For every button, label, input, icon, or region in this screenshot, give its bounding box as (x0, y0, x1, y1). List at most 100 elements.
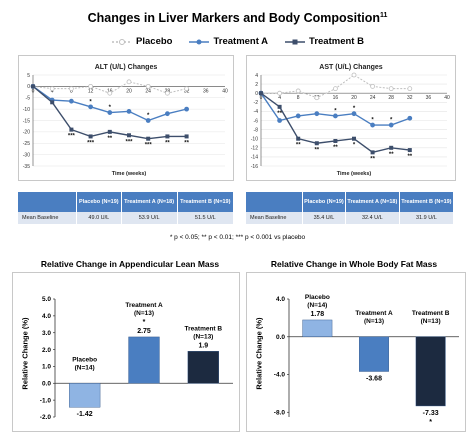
fat-mass-category-n-label-treatment-b-n-13: (N=13) (421, 318, 441, 325)
alt-point-treatment-a (126, 109, 132, 114)
alt-point-treatment-a (184, 106, 190, 112)
ast-x-tick-label: 28 (388, 95, 394, 101)
lean-mass-y-tick-label: 1.0 (42, 364, 51, 371)
lean-mass-value-label-placebo-n-14: -1.42 (77, 411, 93, 418)
alt-point-placebo (164, 90, 170, 96)
legend-swatch-placebo (112, 38, 133, 45)
alt-y-tick-label: 0 (27, 84, 30, 90)
alt-y-tick-label: -35 (23, 164, 30, 170)
alt-point-treatment-b (69, 127, 74, 132)
lean-mass-y-tick-label: 0.0 (42, 380, 51, 387)
ast-point-placebo (388, 86, 394, 92)
lean-mass-chart-title: Relative Change in Appendicular Lean Mas… (40, 259, 220, 269)
alt-chart-title: ALT (U/L) Changes (94, 64, 158, 71)
ast-chart-title: AST (U/L) Changes (319, 64, 383, 71)
ast-table-header-empty (246, 192, 303, 212)
ast-line-chart: 420-2-4-6-8-10-12-14-1604812162024283236… (251, 72, 450, 177)
lean-mass-bar-treatment-a-n-13 (128, 336, 160, 384)
ast-y-tick-label: -16 (251, 164, 258, 170)
ast-point-treatment-a (295, 113, 301, 119)
ast-point-placebo (314, 95, 320, 101)
ast-significance-marker-treatment-b: ** (314, 147, 319, 153)
fat-mass-value-label-placebo-n-14: 1.78 (311, 311, 325, 318)
ast-significance-marker-treatment-b: ** (407, 154, 412, 160)
fat-mass-category-label-treatment-b-n-13: Treatment B (412, 310, 450, 317)
alt-x-tick-label: 36 (203, 88, 209, 94)
alt-y-tick-label: -20 (23, 130, 30, 136)
ast-point-treatment-b (314, 141, 319, 146)
ast-y-tick-label: 0 (255, 91, 258, 97)
alt-y-tick-label: -15 (23, 118, 30, 124)
alt-x-tick-label: 32 (184, 88, 190, 94)
alt-table-header-row: Placebo (N=19) Treatment A (N=18) Treatm… (18, 192, 235, 212)
alt-baseline-table: Placebo (N=19) Treatment A (N=18) Treatm… (18, 192, 235, 224)
alt-point-treatment-b (107, 129, 112, 134)
ast-point-placebo (333, 86, 338, 92)
ast-x-tick-label: 24 (370, 95, 376, 101)
alt-table-row-label: Mean Baseline (18, 212, 77, 224)
fat-mass-category-n-label-placebo-n-14: (N=14) (307, 302, 327, 309)
fat-mass-bar-treatment-a-n-13 (359, 336, 389, 372)
ast-x-tick-label: 16 (333, 95, 339, 101)
fat-mass-chart-title: Relative Change in Whole Body Fat Mass (270, 259, 438, 269)
lean-mass-y-tick-label: 3.0 (42, 330, 51, 337)
page-title: Changes in Liver Markers and Body Compos… (87, 11, 388, 25)
ast-y-tick-label: -14 (251, 155, 258, 161)
ast-significance-marker-treatment-b: * (353, 143, 356, 149)
lean-mass-y-tick-label: 4.0 (42, 313, 51, 320)
lean-mass-value-label-treatment-b-n-13: 1.9 (198, 342, 208, 349)
ast-y-tick-label: -4 (254, 109, 259, 115)
fat-mass-y-tick-label: -4.0 (274, 372, 286, 379)
fat-mass-value-label-treatment-a-n-13: -3.68 (366, 375, 382, 382)
alt-point-treatment-a (107, 110, 113, 115)
alt-significance-marker-treatment-b: ** (184, 140, 189, 146)
fat-mass-significance-marker-treatment-b-n-13: * (429, 419, 432, 426)
ast-point-placebo (407, 86, 413, 92)
ast-y-tick-label: -12 (251, 146, 258, 152)
ast-table-header-treatment-a: Treatment A (N=18) (345, 192, 400, 212)
fat-mass-category-label-treatment-a-n-13: Treatment A (355, 310, 393, 317)
alt-point-treatment-b (184, 134, 189, 139)
alt-x-tick-label: 40 (222, 88, 228, 94)
alt-y-tick-label: -25 (23, 141, 30, 147)
lean-mass-value-label-treatment-a-n-13: 2.75 (137, 328, 151, 335)
ast-point-placebo (370, 83, 375, 89)
legend-label-treatment-b: Treatment B (309, 36, 364, 47)
alt-x-tick-label: 0 (32, 88, 35, 94)
ast-baseline-table: Placebo (N=19) Treatment A (N=18) Treatm… (246, 192, 455, 224)
chart-legend: Placebo Treatment A Treatment B (0, 36, 475, 47)
alt-table-cell-placebo: 49.0 U/L (76, 212, 122, 224)
ast-significance-marker-treatment-a: * (390, 118, 393, 124)
ast-significance-marker-treatment-b: ** (389, 152, 394, 158)
fat-mass-y-tick-label: 0.0 (276, 334, 285, 341)
lean-mass-category-n-label-placebo-n-14: (N=14) (75, 364, 95, 371)
alt-significance-marker-treatment-b: ** (107, 136, 112, 142)
ast-y-tick-label: 4 (255, 73, 258, 79)
lean-mass-category-label-treatment-a-n-13: Treatment A (125, 302, 163, 309)
fat-mass-bar-chart: 4.0 0.0 -4.0 -8.0 1.78 Placebo(N=14) -3.68 Trea… (274, 294, 459, 426)
alt-point-treatment-b (127, 133, 131, 138)
alt-point-placebo (69, 86, 74, 92)
lean-mass-y-tick-label: 5.0 (42, 296, 51, 303)
alt-point-placebo (184, 86, 190, 92)
lean-mass-category-label-treatment-b-n-13: Treatment B (185, 325, 223, 332)
ast-point-treatment-a (333, 113, 338, 119)
fat-mass-y-tick-label: -8.0 (274, 409, 286, 416)
ast-y-tick-label: -10 (251, 137, 258, 143)
alt-point-treatment-b (50, 100, 55, 105)
lean-mass-bar-treatment-b-n-13 (187, 351, 219, 384)
ast-point-treatment-b (352, 136, 356, 141)
lean-mass-bar-chart: 5.04.03.02.01.00.0-1.0-2.0 -1.42Placebo(N… (40, 296, 233, 421)
alt-table-header-placebo: Placebo (N=19) (76, 192, 122, 212)
lean-mass-category-label-placebo-n-14: Placebo (72, 356, 97, 363)
alt-point-treatment-b (165, 134, 170, 139)
alt-point-treatment-a (69, 98, 74, 104)
alt-x-tick-label: 8 (70, 88, 73, 94)
ast-x-tick-label: 0 (260, 95, 263, 101)
ast-x-tick-label: 20 (351, 95, 357, 101)
alt-point-treatment-a (164, 111, 170, 117)
ast-significance-marker-treatment-a: * (371, 118, 374, 124)
ast-significance-marker-treatment-b: ** (333, 145, 338, 151)
alt-x-tick-label: 12 (88, 88, 94, 94)
alt-chart-panel: ALT (U/L) Changes 5 0 -5 -10 -15 -20 -25 -30 -35… (18, 55, 234, 181)
